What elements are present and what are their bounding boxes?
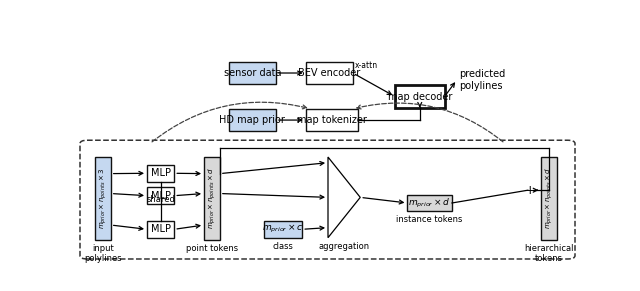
FancyBboxPatch shape (147, 187, 174, 204)
Text: map decoder: map decoder (388, 92, 452, 102)
FancyBboxPatch shape (395, 85, 445, 108)
Text: instance tokens: instance tokens (397, 215, 463, 224)
Text: MLP: MLP (150, 224, 171, 234)
FancyBboxPatch shape (147, 165, 174, 182)
FancyBboxPatch shape (306, 109, 358, 131)
Text: $m_{prior}\times c$: $m_{prior}\times c$ (262, 223, 304, 235)
FancyBboxPatch shape (204, 157, 220, 240)
Text: BEV encoder: BEV encoder (298, 68, 360, 78)
Text: sensor data: sensor data (223, 68, 281, 78)
FancyBboxPatch shape (306, 62, 353, 84)
Text: predicted
polylines: predicted polylines (460, 69, 506, 91)
FancyBboxPatch shape (95, 157, 111, 240)
Text: x-attn: x-attn (355, 61, 378, 70)
Text: MLP: MLP (150, 168, 171, 178)
Text: $m_{prior}\times n_{points}\times 3$: $m_{prior}\times n_{points}\times 3$ (97, 168, 109, 229)
Text: $m_{prior}\times n_{points}\times d$: $m_{prior}\times n_{points}\times d$ (543, 168, 555, 229)
Text: shared: shared (147, 195, 175, 204)
Text: map tokenizer: map tokenizer (297, 115, 367, 125)
Text: hierarchical
tokens: hierarchical tokens (524, 244, 574, 263)
FancyBboxPatch shape (408, 195, 452, 211)
FancyBboxPatch shape (541, 157, 557, 240)
Text: input
polylines: input polylines (84, 244, 122, 263)
FancyBboxPatch shape (229, 109, 276, 131)
Text: MLP: MLP (150, 191, 171, 201)
Text: $m_{prior}\times n_{points}\times d$: $m_{prior}\times n_{points}\times d$ (206, 168, 218, 229)
Text: HD map prior: HD map prior (220, 115, 285, 125)
Text: class: class (273, 242, 293, 251)
Text: aggregation: aggregation (319, 242, 370, 251)
FancyBboxPatch shape (264, 221, 302, 238)
Text: point tokens: point tokens (186, 244, 238, 253)
FancyBboxPatch shape (229, 62, 276, 84)
Text: $m_{prior}\times d$: $m_{prior}\times d$ (408, 196, 451, 210)
Text: +: + (525, 184, 536, 197)
FancyBboxPatch shape (147, 221, 174, 238)
